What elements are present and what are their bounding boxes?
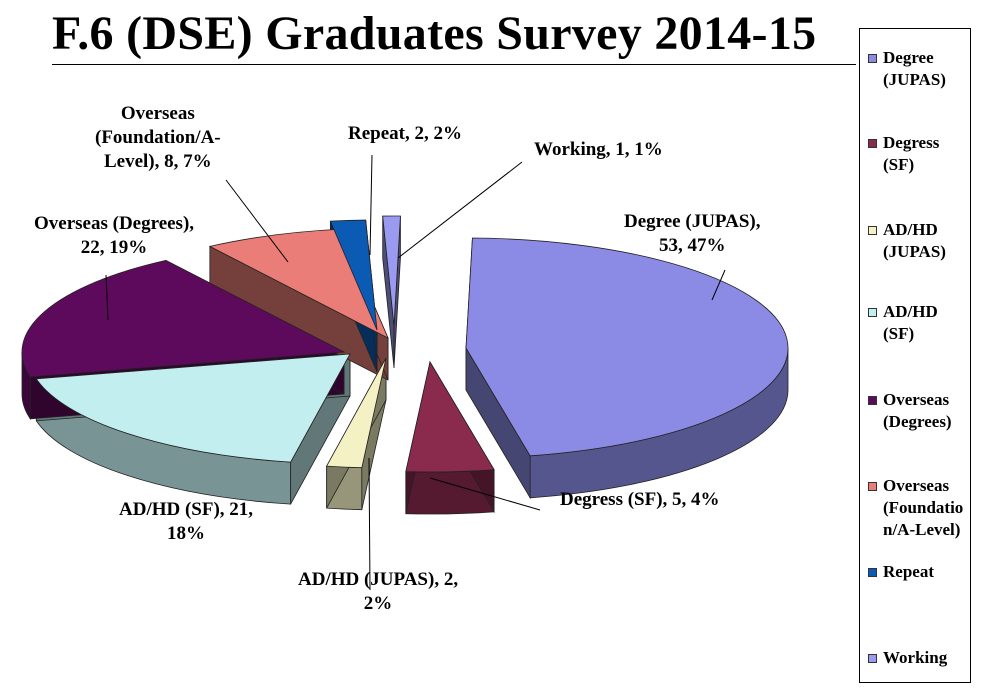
legend-item-degree-jupas: Degree (JUPAS) [868, 47, 970, 91]
pie-slice-overseas-degrees [21, 259, 346, 378]
leader-line-overseas-degrees [105, 274, 109, 321]
data-label-working: Working, 1, 1% [534, 139, 663, 160]
legend-swatch [868, 139, 877, 148]
pie-slice-degress-sf [405, 360, 495, 473]
data-label-overseas-degrees: Overseas (Degrees), 22, 19% [34, 213, 195, 258]
pie-slice-ad-hd-sf [35, 353, 351, 463]
data-label-ad-hd-sf: AD/HD (SF), 21, 18% [119, 499, 254, 544]
legend-swatch [868, 226, 877, 235]
legend-swatch [868, 308, 877, 317]
legend-item-overseas-foundation-a-level: Overseas (Foundation/A-Level) [868, 475, 970, 541]
leader-line-degress-sf [429, 477, 541, 511]
leader-lines [105, 154, 726, 591]
legend-item-repeat: Repeat [868, 561, 970, 583]
leader-line-repeat [369, 154, 373, 256]
leader-line-overseas-foundation-a-level [225, 179, 289, 263]
legend-item-overseas-degrees: Overseas (Degrees) [868, 389, 970, 433]
legend-swatch [868, 482, 877, 491]
legend-swatch [868, 54, 877, 63]
leader-line-ad-hd-jupas [368, 457, 371, 591]
legend-item-ad-hd-sf: AD/HD (SF) [868, 301, 970, 345]
legend-label: Overseas (Foundation/A-Level) [883, 476, 964, 539]
data-label-degress-sf: Degress (SF), 5, 4% [560, 489, 720, 510]
legend-item-working: Working [868, 647, 970, 669]
legend-label: AD/HD (JUPAS) [883, 220, 946, 261]
leader-line-working [397, 161, 523, 259]
legend-label: Degress (SF) [883, 133, 940, 174]
pie-slice-repeat [329, 219, 378, 331]
pie-slice-working [382, 215, 401, 327]
legend-item-ad-hd-jupas: AD/HD (JUPAS) [868, 219, 970, 263]
pie-slice-ad-hd-jupas [326, 357, 387, 469]
data-label-ad-hd-jupas: AD/HD (JUPAS), 2, 2% [298, 569, 459, 614]
pie-tops [21, 215, 789, 473]
legend-label: AD/HD (SF) [883, 302, 938, 343]
data-label-repeat: Repeat, 2, 2% [348, 123, 462, 144]
leader-line-degree-jupas [711, 269, 726, 301]
pie-slice-degree-jupas [465, 237, 789, 457]
legend-label: Working [883, 648, 948, 667]
legend-label: Degree (JUPAS) [883, 48, 946, 89]
legend-item-degress-sf: Degress (SF) [868, 132, 970, 176]
legend-swatch [868, 654, 877, 663]
chart-title: F.6 (DSE) Graduates Survey 2014-15 [52, 7, 817, 60]
title-underline [52, 64, 856, 65]
chart-legend: Degree (JUPAS) Degress (SF) AD/HD (JUPAS) A… [859, 28, 971, 683]
data-label-degree-jupas: Degree (JUPAS), 53, 47% [624, 211, 761, 256]
legend-label: Overseas (Degrees) [883, 390, 952, 431]
data-label-overseas-foundation-a-level: Overseas (Foundation/A- Level), 8, 7% [95, 103, 221, 172]
legend-label: Repeat [883, 562, 934, 581]
legend-swatch [868, 568, 877, 577]
legend-swatch [868, 396, 877, 405]
